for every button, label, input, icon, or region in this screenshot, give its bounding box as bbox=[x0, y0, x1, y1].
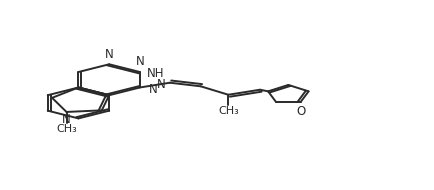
Text: CH₃: CH₃ bbox=[56, 124, 77, 134]
Text: NH: NH bbox=[147, 67, 164, 80]
Text: N: N bbox=[135, 55, 144, 68]
Text: O: O bbox=[296, 105, 306, 118]
Text: N: N bbox=[157, 78, 165, 91]
Text: N: N bbox=[148, 83, 157, 96]
Text: CH₃: CH₃ bbox=[218, 106, 239, 116]
Text: N: N bbox=[62, 113, 71, 127]
Text: N: N bbox=[105, 48, 114, 60]
